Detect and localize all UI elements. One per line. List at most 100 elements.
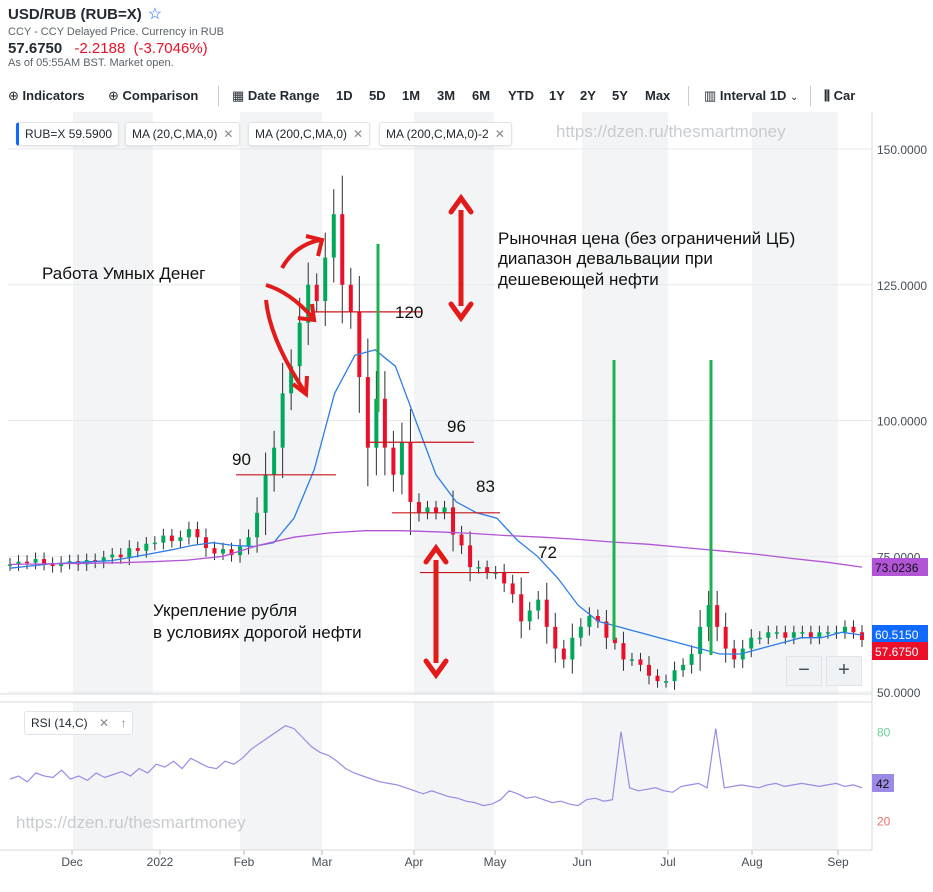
moving-averages (9, 349, 863, 655)
range-max[interactable]: Max (645, 88, 671, 103)
y-tick-label: 125.0000 (877, 279, 927, 293)
legend-ma20[interactable]: MA (20,C,MA,0) ✕ (125, 122, 241, 146)
candle-body (621, 643, 626, 660)
zoom-out-button[interactable]: − (786, 656, 822, 686)
candle-body (757, 637, 762, 640)
candle-body (808, 632, 813, 638)
candle-body (59, 562, 64, 567)
candle-body (638, 659, 643, 665)
candle-body (647, 664, 651, 676)
range-2y[interactable]: 2Y (580, 88, 596, 103)
arrow-up-icon[interactable]: ↑ (120, 716, 127, 730)
star-icon[interactable]: ☆ (147, 6, 163, 23)
candle-body (698, 626, 703, 654)
range-3m[interactable]: 3M (437, 88, 456, 103)
candle-body (842, 626, 847, 633)
candle-body (476, 567, 481, 569)
candle-body (340, 214, 345, 285)
candle-body (612, 637, 617, 644)
candle-body (425, 507, 430, 513)
chart-type-button[interactable]: ⫼ Car (824, 88, 855, 104)
candle-body (766, 632, 771, 638)
close-icon[interactable]: ✕ (223, 127, 234, 141)
close-icon[interactable]: ✕ (99, 716, 110, 730)
range-5d[interactable]: 5D (369, 88, 386, 103)
comparison-label: Comparison (122, 88, 199, 103)
title-row: USD/RUB (RUB=X) ☆ (8, 4, 224, 24)
range-1y[interactable]: 1Y (549, 88, 565, 103)
ma200-price-tag: 73.0236 (875, 561, 919, 575)
x-tick-label: Mar (312, 855, 333, 869)
candle-body (570, 637, 575, 660)
candle-body (595, 615, 600, 622)
price-change: -2.2188 (74, 40, 126, 57)
as-of-text: As of 05:55AM BST. Market open. (8, 57, 174, 69)
range-6m[interactable]: 6M (472, 88, 491, 103)
plus-circle-icon: ⊕ (8, 88, 19, 103)
legend-ma200-2[interactable]: MA (200,C,MA,0)-2 ✕ (379, 122, 512, 146)
candle-body (33, 558, 38, 563)
plus-circle-icon: ⊕ (108, 88, 119, 103)
candle-body (800, 632, 805, 634)
rsi-panel: 80 20 (0, 701, 891, 828)
candle-body (791, 632, 796, 638)
rsi-tick-label: 80 (877, 726, 891, 740)
y-tick-label: 50.0000 (877, 686, 921, 700)
last-price-tag-bg (872, 642, 928, 660)
x-tick-label: May (484, 855, 507, 869)
price-change-pct: (-3.7046%) (133, 40, 208, 57)
candle-body (169, 535, 174, 542)
close-icon[interactable]: ✕ (353, 127, 364, 141)
range-1d[interactable]: 1D (336, 88, 353, 103)
candle-body (851, 626, 856, 633)
arrow-head (448, 301, 474, 323)
chart-type-label: Car (833, 88, 856, 103)
candle-body (493, 572, 498, 575)
candle-body (331, 214, 336, 258)
close-icon[interactable]: ✕ (494, 127, 505, 141)
candle-body (485, 567, 490, 573)
candle-body (8, 564, 12, 566)
curved-arrow (264, 299, 307, 394)
month-band (582, 702, 668, 850)
date-axis: Dec 2022 Feb Mar Apr May Jun Jul Aug Sep (0, 849, 872, 869)
curved-arrow (265, 283, 315, 320)
range-1m[interactable]: 1M (402, 88, 421, 103)
month-band (414, 702, 494, 850)
candle-body (408, 442, 413, 502)
annotation-strengthening: Укрепление рубля (153, 601, 297, 620)
candle-body (246, 537, 251, 547)
candle-body (502, 572, 507, 584)
indicators-label: Indicators (22, 88, 85, 103)
arrow-head (423, 543, 449, 565)
ma200-line (9, 530, 863, 568)
date-range-label: Date Range (247, 88, 320, 103)
legend-ma20-label: MA (20,C,MA,0) (132, 127, 218, 141)
date-range-button[interactable]: ▦ Date Range (232, 88, 319, 104)
candle-body (195, 529, 200, 538)
comparison-button[interactable]: ⊕ Comparison (108, 88, 198, 104)
rsi-legend[interactable]: RSI (14,C) ✕ ↑ (24, 711, 134, 735)
candle-body (715, 605, 720, 627)
legend-ma200[interactable]: MA (200,C,MA,0) ✕ (248, 122, 371, 146)
interval-label: Interval (719, 88, 767, 103)
level-label: 83 (476, 477, 495, 496)
candle-body (544, 599, 549, 627)
y-tick-label: 100.0000 (877, 415, 927, 429)
candle-body (297, 322, 302, 367)
zoom-in-button[interactable]: + (826, 656, 862, 686)
indicators-button[interactable]: ⊕ Indicators (8, 88, 85, 104)
candle-body (314, 284, 319, 302)
x-tick-label: Aug (741, 855, 762, 869)
candle-body (664, 681, 669, 683)
range-5y[interactable]: 5Y (612, 88, 628, 103)
level-label: 120 (395, 303, 423, 322)
candle-body (672, 670, 677, 682)
candle-body (510, 583, 515, 595)
interval-button[interactable]: ▥ Interval 1D ⌄ (704, 88, 798, 104)
watermark: https://dzen.ru/thesmartmoney (16, 813, 246, 832)
legend-symbol[interactable]: RUB=X 59.5900 (16, 122, 120, 146)
range-ytd[interactable]: YTD (508, 88, 534, 103)
